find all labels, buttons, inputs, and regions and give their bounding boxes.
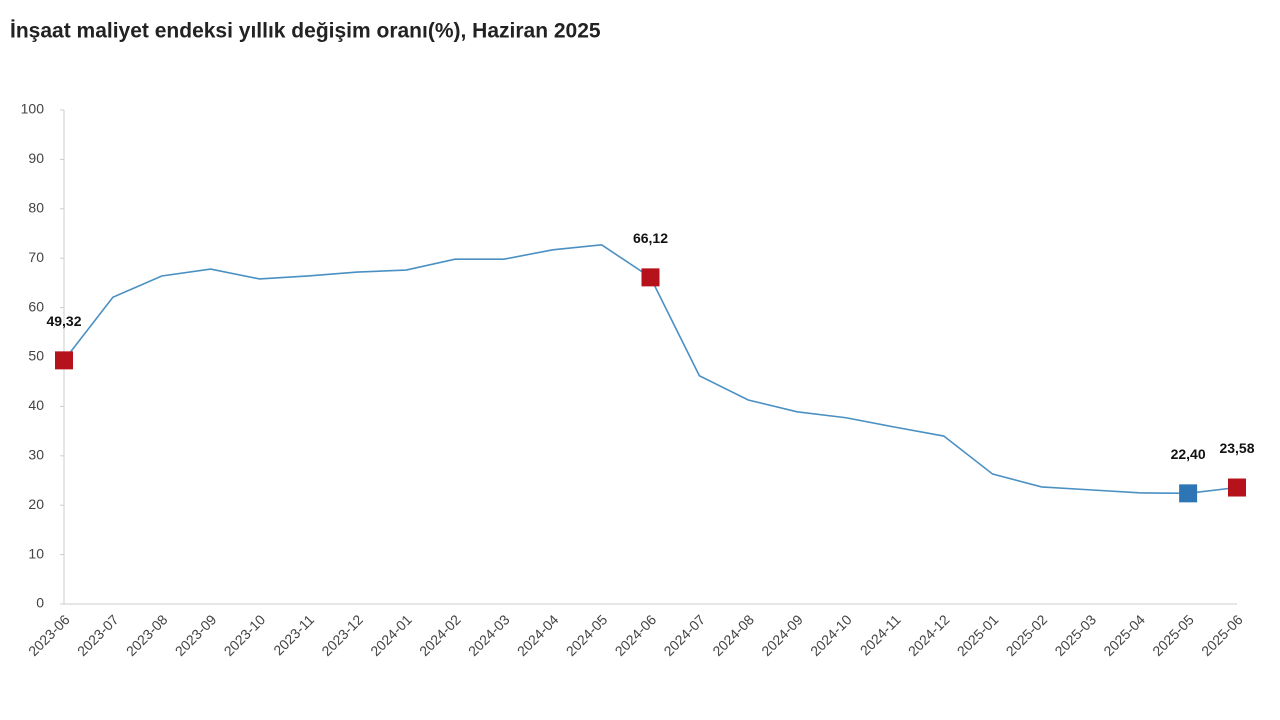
x-tick-label: 2024-07 — [660, 611, 708, 659]
value-label: 49,32 — [46, 313, 81, 329]
y-tick-label: 70 — [28, 249, 44, 265]
y-tick-label: 80 — [28, 200, 44, 216]
value-label: 22,40 — [1171, 446, 1206, 462]
x-tick-label: 2025-06 — [1198, 611, 1246, 659]
y-tick-label: 40 — [28, 397, 44, 413]
x-tick-label: 2024-04 — [514, 611, 562, 659]
x-tick-label: 2023-06 — [25, 611, 73, 659]
x-tick-label: 2024-08 — [709, 611, 757, 659]
y-tick-label: 100 — [21, 101, 45, 117]
marker — [1228, 478, 1246, 497]
x-tick-label: 2024-03 — [465, 611, 513, 659]
y-tick-label: 90 — [28, 150, 44, 166]
x-tick-label: 2024-12 — [905, 611, 953, 659]
y-tick-label: 0 — [36, 595, 44, 611]
x-tick-label: 2025-03 — [1051, 611, 1099, 659]
x-tick-label: 2023-08 — [123, 611, 171, 659]
x-tick-label: 2024-09 — [758, 611, 806, 659]
y-tick-label: 30 — [28, 447, 44, 463]
chart-title: İnşaat maliyet endeksi yıllık değişim or… — [10, 20, 601, 43]
y-tick-label: 20 — [28, 496, 44, 512]
x-tick-label: 2024-10 — [807, 611, 855, 659]
y-tick-label: 60 — [28, 298, 44, 314]
x-tick-label: 2023-07 — [74, 611, 122, 659]
marker — [1179, 484, 1198, 503]
value-label: 66,12 — [633, 230, 668, 246]
y-tick-label: 50 — [28, 348, 44, 364]
value-label: 23,58 — [1219, 440, 1254, 456]
x-tick-label: 2023-10 — [221, 611, 269, 659]
x-tick-label: 2024-01 — [367, 611, 415, 659]
x-tick-label: 2025-04 — [1100, 611, 1148, 659]
marker — [55, 351, 73, 370]
x-tick-label: 2023-12 — [318, 611, 366, 659]
x-tick-label: 2024-05 — [563, 611, 611, 659]
x-tick-label: 2023-11 — [270, 611, 317, 658]
y-tick-label: 10 — [28, 545, 44, 561]
x-tick-label: 2025-01 — [954, 611, 1002, 659]
x-tick-label: 2024-06 — [612, 611, 660, 659]
x-tick-label: 2023-09 — [172, 611, 220, 659]
x-tick-label: 2025-05 — [1149, 611, 1197, 659]
x-tick-label: 2024-02 — [416, 611, 464, 659]
x-tick-label: 2025-02 — [1003, 611, 1051, 659]
marker — [641, 268, 660, 287]
x-tick-label: 2024-11 — [857, 611, 904, 658]
